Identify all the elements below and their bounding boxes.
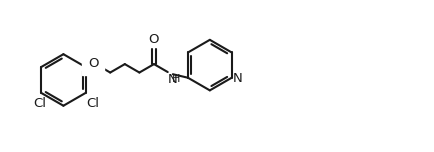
Text: H: H (172, 74, 180, 84)
Text: Cl: Cl (87, 97, 100, 110)
Text: N: N (168, 73, 178, 86)
Text: Cl: Cl (34, 97, 47, 110)
Text: N: N (233, 72, 243, 85)
Text: O: O (149, 33, 159, 46)
Text: O: O (88, 57, 99, 70)
